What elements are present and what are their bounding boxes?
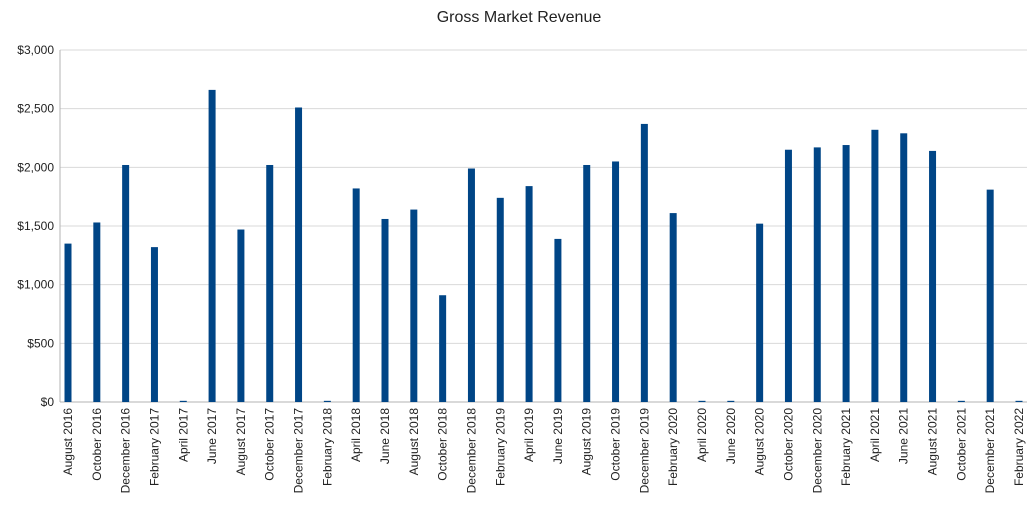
bar [295, 107, 303, 403]
x-tick-label: April 2020 [695, 408, 709, 462]
bar [150, 247, 158, 402]
x-tick-label: June 2018 [378, 408, 392, 464]
bar [698, 400, 706, 402]
bar [179, 400, 187, 402]
bar [208, 89, 216, 402]
x-tick-label: August 2016 [61, 408, 75, 476]
x-tick-label: February 2018 [320, 408, 334, 486]
x-tick-label: October 2020 [781, 408, 795, 481]
x-tick-label: December 2017 [292, 408, 306, 494]
x-tick-label: February 2021 [839, 408, 853, 486]
bar [813, 147, 821, 402]
bar [496, 197, 504, 402]
x-tick-label: April 2021 [868, 408, 882, 462]
bar [381, 218, 389, 402]
y-tick-label: $1,000 [17, 278, 54, 292]
x-tick-label: December 2020 [810, 408, 824, 494]
bar [266, 164, 274, 402]
y-tick-label: $1,500 [17, 219, 54, 233]
bar [554, 238, 562, 402]
bar [640, 123, 648, 403]
x-axis-ticks: August 2016 October 2016 December 2016 Febr… [61, 408, 1026, 494]
x-tick-label: February 2019 [493, 408, 507, 486]
x-tick-label: December 2021 [983, 408, 997, 494]
bar [439, 295, 447, 402]
bar [583, 164, 591, 402]
x-tick-label: December 2019 [637, 408, 651, 494]
y-tick-label: $3,000 [17, 43, 54, 57]
x-tick-label: April 2019 [522, 408, 536, 462]
y-tick-label: $0 [41, 395, 55, 409]
x-tick-label: August 2019 [580, 408, 594, 476]
bar [957, 400, 965, 402]
bar [900, 133, 908, 402]
x-tick-label: October 2017 [263, 408, 277, 481]
bar [669, 213, 677, 402]
bar [1015, 400, 1023, 402]
bar [93, 222, 101, 402]
bar [871, 129, 879, 403]
bar [929, 150, 937, 402]
bar [467, 168, 475, 402]
x-tick-label: August 2020 [753, 408, 767, 476]
x-tick-label: June 2020 [724, 408, 738, 464]
x-tick-label: February 2022 [1012, 408, 1026, 486]
x-tick-label: February 2020 [666, 408, 680, 486]
bar [612, 161, 620, 402]
bar [986, 189, 994, 402]
bar [323, 400, 331, 402]
x-tick-label: August 2017 [234, 408, 248, 476]
bar [122, 164, 130, 402]
gridlines [59, 49, 1027, 403]
x-tick-label: October 2018 [436, 408, 450, 481]
x-tick-label: August 2021 [926, 408, 940, 476]
bars [64, 89, 1023, 403]
x-tick-label: June 2019 [551, 408, 565, 464]
chart-title: Gross Market Revenue [437, 9, 602, 26]
x-tick-label: August 2018 [407, 408, 421, 476]
y-tick-label: $2,500 [17, 102, 54, 116]
x-tick-label: April 2018 [349, 408, 363, 462]
bar [727, 400, 735, 402]
bar [64, 243, 72, 402]
x-tick-label: December 2016 [119, 408, 133, 494]
y-tick-label: $500 [27, 336, 54, 350]
bar [237, 229, 245, 402]
bar [842, 145, 850, 403]
bar [410, 209, 418, 402]
x-tick-label: April 2017 [176, 408, 190, 462]
y-axis-ticks: $0 $500 $1,000 $1,500 $2,000 $2,500 $3,000 [17, 43, 54, 409]
x-tick-label: June 2017 [205, 408, 219, 464]
y-tick-label: $2,000 [17, 160, 54, 174]
x-tick-label: June 2021 [897, 408, 911, 464]
x-tick-label: December 2018 [464, 408, 478, 494]
bar [756, 223, 764, 402]
bar [525, 186, 533, 402]
bar [352, 188, 360, 402]
bar [784, 149, 792, 402]
x-tick-label: February 2017 [147, 408, 161, 486]
x-tick-label: October 2019 [609, 408, 623, 481]
x-tick-label: October 2016 [90, 408, 104, 481]
x-tick-label: October 2021 [954, 408, 968, 481]
